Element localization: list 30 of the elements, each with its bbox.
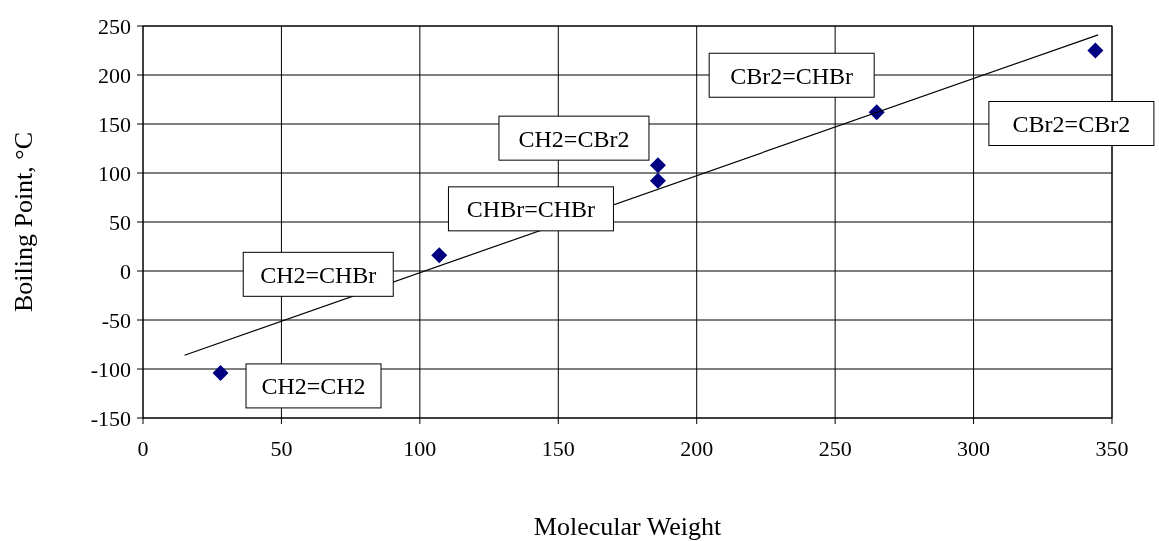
- annotation: CHBr=CHBr: [466, 196, 596, 223]
- y-tick-label: -150: [90, 405, 131, 431]
- y-tick-label: -50: [101, 307, 131, 333]
- x-tick-label: 350: [1095, 436, 1129, 461]
- y-tick-label: 100: [98, 160, 131, 186]
- x-tick-label: 0: [137, 436, 149, 461]
- point: [212, 364, 229, 381]
- y-tick-label: 50: [109, 209, 131, 235]
- point: [431, 247, 448, 264]
- x-tick-label: 150: [541, 436, 575, 461]
- y-tick-label: -100: [90, 356, 131, 382]
- point: [649, 172, 666, 189]
- point: [1087, 42, 1104, 59]
- annotation: CH2=CHBr: [260, 261, 377, 288]
- x-tick-label: 300: [957, 436, 991, 461]
- x-tick-label: 50: [270, 436, 293, 461]
- x-tick-label: 100: [403, 436, 437, 461]
- x-axis-title: Molecular Weight: [533, 512, 722, 541]
- annotation: CH2=CBr2: [518, 125, 630, 152]
- annotation: CBr2=CHBr: [730, 62, 854, 89]
- y-tick-label: 250: [98, 13, 131, 39]
- x-tick-label: 250: [818, 436, 852, 461]
- y-tick-label: 200: [98, 62, 131, 88]
- x-tick-label: 200: [680, 436, 714, 461]
- y-axis-title: Boiling Point, °C: [9, 131, 38, 313]
- annotation: CH2=CH2: [261, 373, 366, 400]
- y-tick-label: 0: [120, 258, 131, 284]
- annotation: CBr2=CBr2: [1012, 110, 1131, 137]
- y-tick-label: 150: [98, 111, 131, 137]
- point: [649, 157, 666, 174]
